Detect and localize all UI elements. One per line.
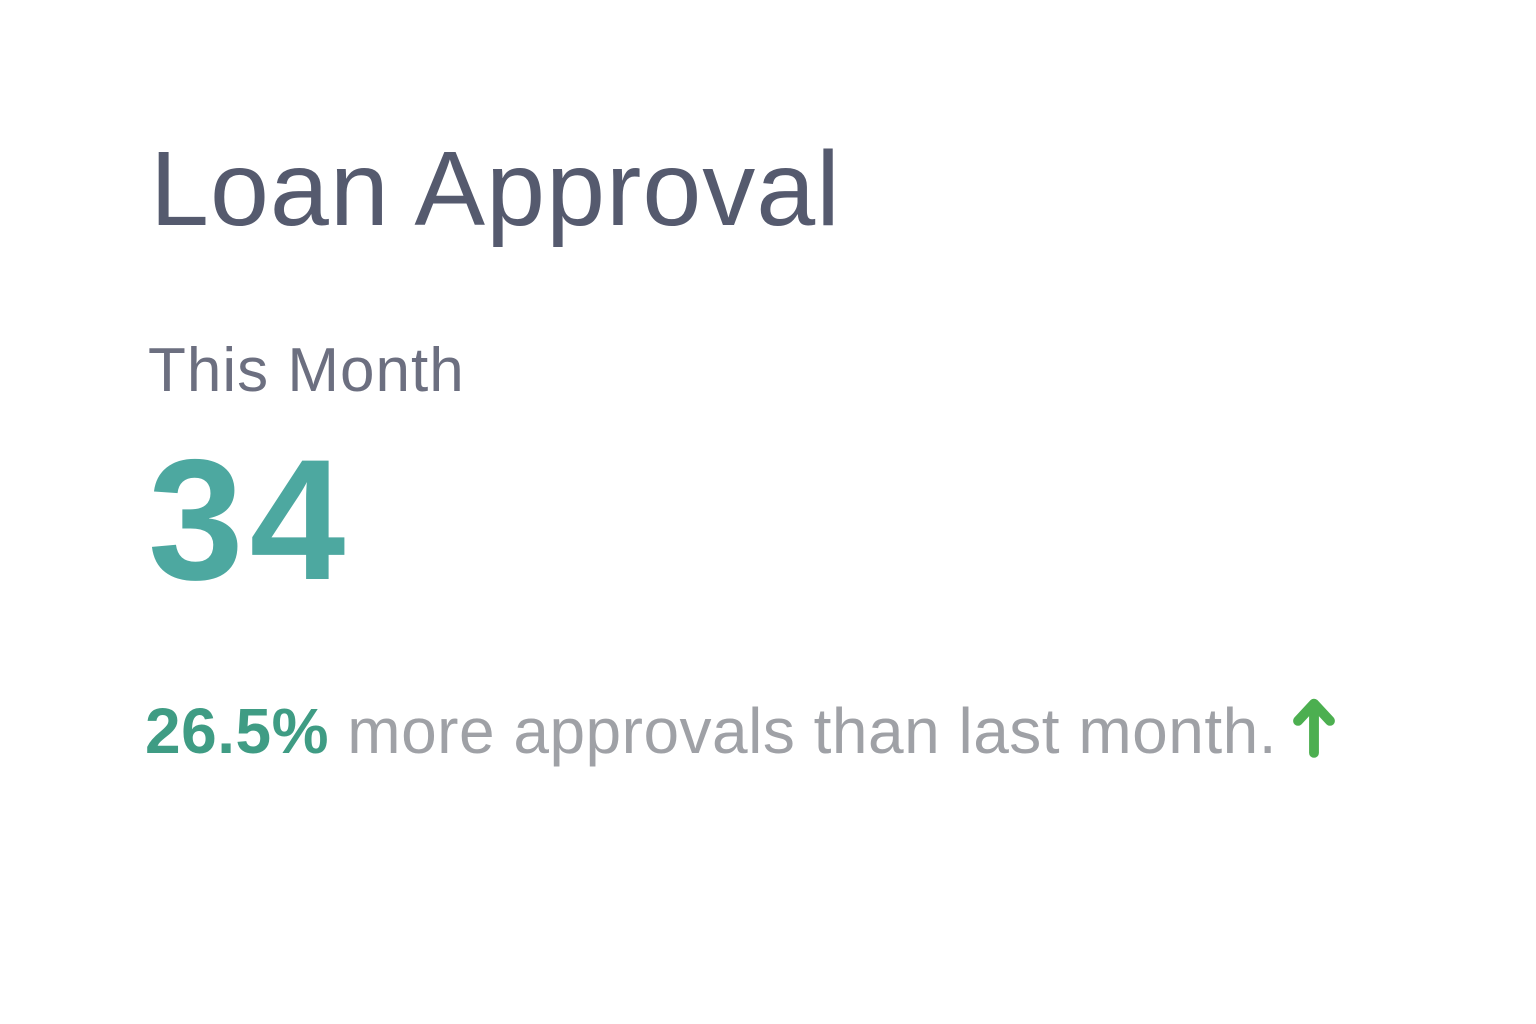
percent-change-value: 26.5% — [145, 695, 329, 767]
comparison-stat-line: 26.5% more approvals than last month. — [145, 695, 1337, 763]
card-title: Loan Approval — [150, 130, 841, 248]
comparison-text: more approvals than last month. — [328, 695, 1277, 767]
up-arrow-icon — [1291, 695, 1337, 759]
period-label: This Month — [148, 336, 465, 405]
approvals-count-value: 34 — [148, 424, 352, 616]
